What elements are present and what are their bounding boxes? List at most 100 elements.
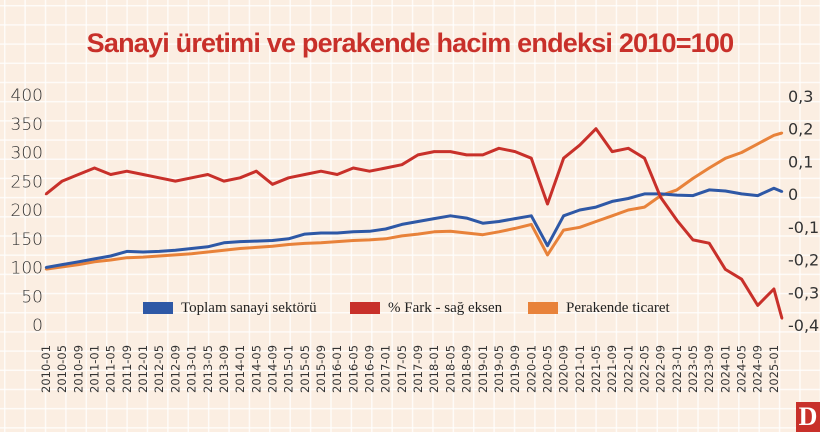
data-point — [562, 156, 565, 160]
y-left-tick-label: 250 — [11, 172, 43, 192]
x-tick-label: 2010-05 — [55, 345, 69, 393]
data-point — [610, 200, 614, 203]
data-point — [708, 242, 711, 245]
x-tick-label: 2017-01 — [379, 345, 393, 393]
data-point — [303, 242, 307, 245]
data-point — [174, 179, 177, 183]
data-point — [222, 249, 226, 252]
data-point — [772, 287, 776, 291]
data-point — [109, 254, 112, 258]
data-point — [174, 249, 177, 252]
x-tick-label: 2013-01 — [185, 345, 199, 393]
y-left-tick-label: 400 — [11, 86, 43, 106]
y-left-tick-label: 300 — [11, 144, 43, 164]
data-point — [465, 216, 468, 220]
data-point — [238, 176, 242, 179]
data-point — [93, 166, 96, 170]
brand-logo: D — [796, 402, 820, 432]
x-tick-label: 2020-05 — [540, 345, 554, 393]
data-point — [433, 217, 436, 220]
data-point — [513, 217, 517, 220]
data-point — [125, 250, 129, 253]
data-point — [740, 278, 743, 281]
data-point — [368, 230, 371, 233]
data-point — [772, 186, 776, 190]
data-point — [724, 189, 727, 193]
data-point — [222, 179, 226, 183]
data-point — [449, 214, 452, 217]
data-point — [158, 176, 161, 179]
data-point — [449, 230, 452, 233]
x-tick-label: 2013-09 — [217, 345, 231, 393]
x-tick-label: 2017-05 — [395, 345, 409, 393]
x-tick-label: 2022-05 — [638, 345, 652, 393]
data-point — [594, 220, 598, 223]
y-right-tick-label: 0,3 — [788, 87, 813, 106]
data-point — [93, 257, 96, 261]
data-point — [578, 226, 582, 229]
legend-item-perakende: Perakende ticaret — [528, 298, 670, 318]
data-point — [255, 246, 258, 249]
data-point — [222, 241, 226, 244]
chart-title: Sanayi üretimi ve perakende hacim endeks… — [86, 28, 734, 58]
data-point — [206, 245, 209, 248]
y-left-tick-label: 0 — [32, 316, 43, 336]
data-point — [691, 177, 695, 180]
data-point — [60, 179, 64, 183]
data-point — [497, 220, 501, 223]
data-point — [546, 202, 549, 206]
x-tick-label: 2019-09 — [508, 345, 522, 393]
data-point — [465, 231, 468, 235]
x-tick-label: 2015-01 — [282, 345, 296, 393]
data-point — [627, 197, 630, 200]
data-point — [724, 268, 727, 271]
data-point — [530, 214, 533, 217]
x-tick-label: 2020-09 — [557, 345, 571, 393]
data-point — [77, 263, 80, 266]
x-tick-label: 2015-05 — [298, 345, 312, 393]
series-line-perakende — [45, 131, 783, 271]
data-point — [562, 214, 565, 217]
data-point — [675, 193, 679, 197]
x-tick-label: 2023-09 — [702, 345, 716, 393]
data-point — [125, 170, 129, 173]
data-point — [530, 223, 533, 226]
data-point — [708, 166, 711, 170]
data-point — [271, 183, 274, 186]
data-point — [578, 208, 582, 212]
legend-label: % Fark - sağ eksen — [388, 299, 503, 316]
y-left-tick-label: 150 — [11, 230, 43, 250]
x-tick-label: 2012-05 — [152, 345, 166, 393]
y-right-tick-label: -0,4 — [788, 316, 819, 335]
data-point — [335, 173, 339, 176]
y-right-tick-label: -0,3 — [788, 283, 819, 302]
y-right-tick-label: 0,2 — [788, 120, 813, 139]
x-tick-label: 2010-09 — [71, 345, 85, 393]
legend-swatch-orange — [528, 302, 558, 314]
data-point — [481, 153, 484, 157]
x-tick-label: 2011-05 — [104, 345, 118, 393]
data-point — [610, 214, 614, 217]
y-right-tick-label: -0,1 — [788, 218, 819, 237]
data-point — [513, 227, 517, 230]
data-point — [158, 250, 161, 253]
x-tick-label: 2023-05 — [686, 345, 700, 393]
legend-label: Toplam sanayi sektörü — [181, 299, 317, 316]
data-point — [780, 317, 784, 320]
data-point — [465, 153, 468, 157]
data-point — [352, 239, 355, 242]
data-point — [756, 194, 759, 197]
data-point — [384, 227, 387, 231]
legend-item-toplam: Toplam sanayi sektörü — [143, 298, 317, 318]
x-tick-label: 2014-09 — [265, 345, 279, 393]
data-point — [287, 237, 290, 240]
data-point — [158, 254, 161, 258]
data-point — [238, 240, 242, 243]
data-point — [352, 230, 355, 234]
data-point — [319, 241, 323, 244]
data-point — [497, 147, 501, 150]
data-point — [416, 220, 420, 223]
data-point — [60, 265, 64, 269]
x-tick-label: 2021-09 — [605, 345, 619, 393]
x-tick-label: 2022-01 — [621, 345, 635, 393]
